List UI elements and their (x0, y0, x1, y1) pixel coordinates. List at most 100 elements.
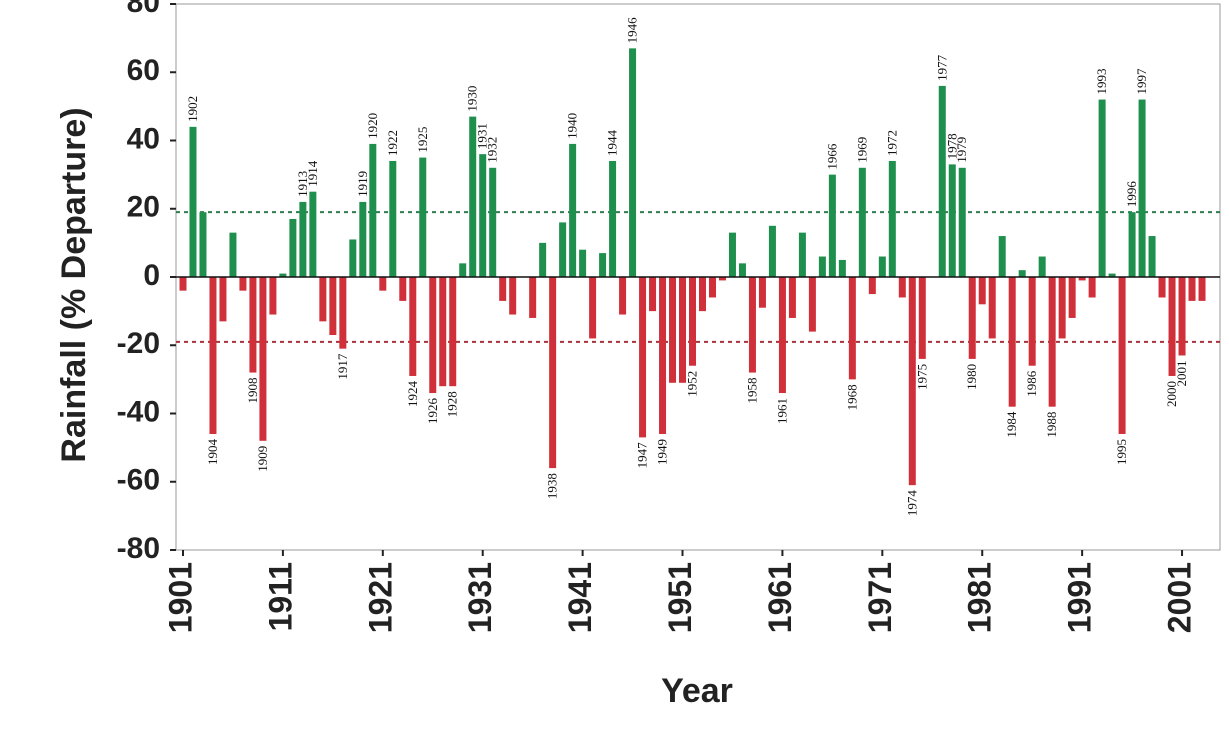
bar (1018, 270, 1026, 277)
bar (229, 232, 237, 277)
bar (958, 167, 966, 277)
bar (1028, 277, 1036, 366)
bar-annotation: 1938 (545, 473, 560, 499)
x-tick-label: 1931 (462, 562, 498, 633)
bar (708, 277, 716, 298)
bar (1178, 277, 1186, 356)
bar (838, 259, 846, 277)
bar (499, 277, 507, 301)
bar (559, 222, 567, 277)
bar (379, 277, 387, 291)
bar-annotation: 1958 (744, 378, 759, 404)
bar (818, 256, 826, 277)
bar-annotation: 1969 (854, 137, 869, 163)
y-tick-label: -80 (117, 532, 160, 565)
bar (828, 174, 836, 277)
bar-annotation: 1909 (255, 446, 270, 472)
bar (1188, 277, 1196, 301)
y-tick-label: 20 (127, 191, 160, 224)
bar-annotation: 1977 (934, 54, 949, 81)
bar (309, 191, 317, 277)
bar-annotation: 1920 (365, 113, 380, 139)
bar (858, 167, 866, 277)
x-tick-label: 1981 (962, 562, 998, 633)
bar (918, 277, 926, 359)
bar (629, 48, 637, 277)
bar (1198, 277, 1206, 301)
bar-annotation: 1993 (1094, 69, 1109, 95)
bar (1088, 277, 1096, 298)
bar (319, 277, 327, 322)
bar (439, 277, 447, 387)
bar-annotation: 1961 (774, 398, 789, 424)
y-axis-label: Rainfall (% Departure) (55, 107, 93, 462)
bar (1098, 99, 1106, 277)
bar (788, 277, 796, 318)
bar (449, 277, 457, 387)
bar (199, 212, 207, 277)
bar (569, 143, 577, 277)
bar-annotation: 1926 (425, 398, 440, 425)
bar-annotation: 1947 (635, 442, 650, 469)
bar-annotation: 1988 (1044, 412, 1059, 438)
bar (249, 277, 257, 373)
bar-annotation: 1946 (625, 17, 640, 44)
y-tick-label: -60 (117, 464, 160, 497)
bar (868, 277, 876, 295)
bar (509, 277, 517, 315)
bar (399, 277, 407, 301)
bar (968, 277, 976, 359)
bar (479, 154, 487, 277)
bar (529, 277, 537, 318)
bar (1158, 277, 1166, 298)
bar-annotation: 1952 (685, 371, 700, 397)
bar (778, 277, 786, 394)
bar (888, 160, 896, 277)
bar-annotation: 1980 (964, 364, 979, 390)
bar (489, 167, 497, 277)
bar-annotation: 1940 (565, 113, 580, 139)
bar (1168, 277, 1176, 376)
bar (419, 157, 427, 277)
bar (579, 249, 587, 277)
bar (1118, 277, 1126, 434)
bar-annotation: 1930 (465, 86, 480, 112)
bar (1078, 277, 1086, 281)
bar-annotation: 1968 (844, 384, 859, 410)
bar (1108, 273, 1116, 277)
bar (539, 242, 547, 277)
x-tick-label: 1991 (1062, 562, 1098, 633)
bar (329, 277, 337, 336)
bar-annotation: 1978 (944, 133, 959, 159)
bar-annotation: 1979 (954, 137, 969, 163)
bar (179, 277, 187, 291)
bar (279, 273, 287, 277)
bar (1008, 277, 1016, 407)
bar (978, 277, 986, 305)
bar-annotation: 1904 (205, 438, 220, 465)
bar (679, 277, 687, 383)
bar (689, 277, 697, 366)
bar-annotation: 1932 (485, 137, 500, 163)
bar-annotation: 1944 (605, 129, 620, 156)
bar (649, 277, 657, 312)
bar-annotation: 1974 (904, 490, 919, 516)
y-tick-label: 80 (127, 0, 160, 19)
bar (1148, 236, 1156, 277)
bar (209, 277, 217, 434)
bar (359, 201, 367, 277)
bar-annotation: 1949 (655, 439, 670, 465)
bar (738, 263, 746, 277)
bar (469, 116, 477, 277)
bar (289, 218, 297, 277)
bar (659, 277, 667, 434)
bar (768, 225, 776, 277)
bar-annotation: 1919 (355, 171, 370, 197)
bar (669, 277, 677, 383)
bar-annotation: 1928 (445, 391, 460, 417)
bar-annotation: 1917 (335, 353, 350, 380)
bar-annotation: 1997 (1134, 68, 1149, 95)
bar (758, 277, 766, 308)
bar-annotation: 1984 (1004, 411, 1019, 438)
